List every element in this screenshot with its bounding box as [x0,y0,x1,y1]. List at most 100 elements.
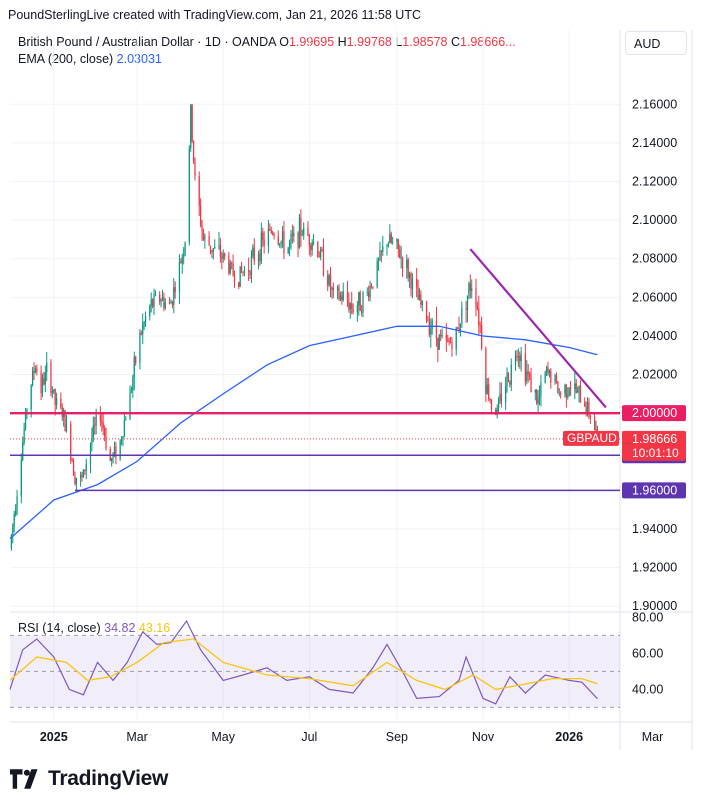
candle-body [44,372,46,385]
ohlc-values: O1.99695 H1.99768 L1.98578 C1.98666... [279,35,516,49]
candle-body [428,321,431,335]
time-tick-label: Mar [126,730,148,744]
candle-body [480,325,483,349]
time-tick-label: Sep [386,730,408,744]
candle-body [311,241,313,250]
candle-body [322,250,325,276]
ema-value: 2.03031 [116,52,162,66]
candle-body [555,375,558,382]
candle-body [267,229,270,246]
candle-body [50,362,52,393]
candle-body [458,328,460,332]
candle-body [560,393,562,395]
candle-body [13,514,15,525]
candle-body [490,400,493,410]
candle-body [149,305,151,317]
candle-body [380,250,383,252]
candle-body [565,384,567,398]
candle-body [298,217,301,248]
rsi-tick-label: 40.00 [632,682,663,696]
current-price-badge [622,430,686,461]
candle-body [476,306,479,309]
candle-body [558,393,560,395]
candle-body [30,384,32,410]
level-price-badge [622,405,686,422]
candle-body [160,300,162,302]
candle-body [466,295,469,311]
price-tick-label: 1.90000 [632,599,677,613]
candle-body [218,245,220,247]
candle-body [497,401,500,409]
candle-body [420,294,422,305]
candle-body [517,356,519,358]
candle-body [293,232,295,236]
candle-body [263,239,265,246]
candle-body [537,399,539,404]
candle-body [273,234,275,237]
candle-body [575,383,577,393]
candle-body [232,263,234,276]
candle-body [536,389,538,404]
candle-body [79,474,82,478]
candle-body [303,227,305,235]
axes: 2.16000 2.14000 2.12000 2.10000 2.08000 2.060… [40,97,686,744]
candle-body [272,232,274,235]
candle-body [519,356,521,362]
candle-body [577,390,579,393]
candle-body [479,325,481,326]
candle-body [321,249,323,251]
tradingview-logo[interactable]: TradingView [10,767,168,791]
rsi-legend[interactable]: RSI (14, close) 34.82 43.16 [18,621,170,635]
candle-body [212,248,214,253]
candle-body [192,140,195,162]
current-price-text: 1.98666 [632,432,677,446]
candle-body [31,370,34,385]
candle-body [221,256,223,259]
candle-body [406,259,408,269]
candle-body [125,419,127,421]
candle-body [24,411,27,430]
candle-body [504,386,507,403]
rsi-value: 34.82 [104,621,136,635]
candle-body [369,285,371,298]
candle-body [586,402,589,414]
candle-body [372,286,374,288]
candle-body [411,278,414,290]
candle-body [129,390,131,420]
candle-body [336,287,339,291]
candle-body [595,428,597,431]
candle-body [54,389,56,405]
candle-body [579,385,582,403]
price-tick-label: 2.16000 [632,97,677,111]
candle-body [130,390,133,391]
candle-body [103,428,106,436]
candle-body [219,245,222,257]
tradingview-wordmark: TradingView [48,767,169,790]
ema-label: EMA (200, close) [18,52,114,66]
currency-button[interactable]: AUD [625,31,687,55]
symbol-legend: British Pound / Australian Dollar · 1D ·… [18,35,516,49]
candle-body [360,310,363,313]
time-tick-label: Mar [642,730,664,744]
candle-body [506,373,508,387]
candle-body [120,440,123,441]
candle-body [588,402,590,416]
candle-body [288,241,291,248]
candle-body [308,235,310,246]
candle-body [43,377,45,385]
candle-body [171,301,174,305]
candle-body [259,253,261,262]
candle-body [198,176,200,206]
candle-body [392,241,394,243]
candle-body [65,423,68,432]
candle-body [568,387,570,396]
time-tick-label: 2025 [40,730,68,744]
candle-body [20,460,22,497]
candle-body [331,287,333,290]
ema-legend[interactable]: EMA (200, close) 2.03031 [18,52,162,66]
rsi-tick-label: 60.00 [632,646,663,660]
candle-body [64,410,66,432]
candle-body [317,241,319,257]
level-price-badge [622,482,686,499]
